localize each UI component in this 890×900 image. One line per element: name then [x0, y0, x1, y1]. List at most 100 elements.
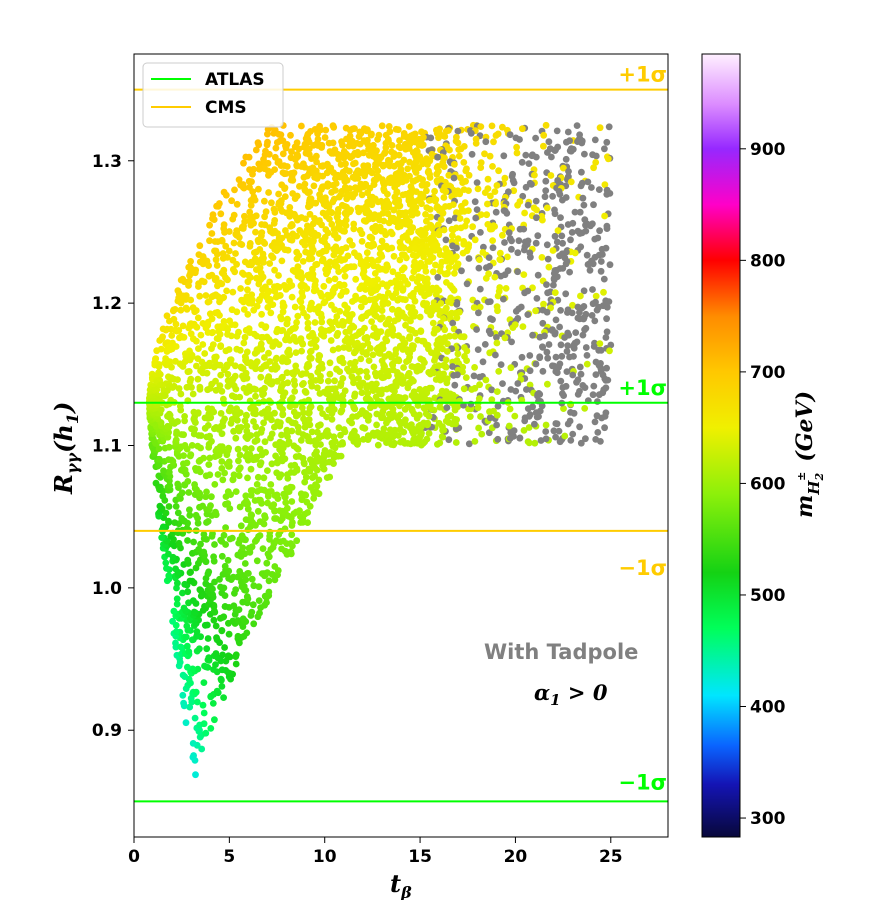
scatter-point	[339, 141, 346, 149]
scatter-point	[603, 191, 611, 198]
scatter-point	[201, 662, 208, 670]
scatter-point	[235, 606, 243, 613]
scatter-point	[565, 168, 572, 175]
scatter-point	[492, 200, 499, 208]
scatter-point	[374, 167, 382, 175]
scatter-point	[390, 206, 398, 214]
scatter-point	[476, 303, 484, 311]
scatter-point	[218, 465, 226, 472]
scatter-point	[473, 179, 481, 187]
scatter-point	[564, 221, 572, 228]
scatter-point	[172, 639, 179, 647]
scatter-point	[213, 262, 221, 269]
scatter-point	[356, 285, 364, 293]
scatter-point	[410, 177, 418, 185]
scatter-point	[402, 416, 409, 424]
scatter-point	[264, 130, 271, 138]
colorbar-tick-label: 500	[750, 586, 786, 606]
scatter-point	[600, 288, 607, 296]
scatter-point	[418, 200, 425, 208]
scatter-point	[513, 149, 521, 157]
scatter-point	[291, 303, 299, 311]
scatter-point	[281, 170, 289, 178]
scatter-point	[600, 275, 608, 283]
scatter-point	[545, 138, 553, 146]
scatter-point	[478, 430, 486, 438]
scatter-point	[538, 254, 546, 261]
scatter-point	[194, 519, 202, 527]
scatter-point	[573, 122, 581, 129]
scatter-point	[404, 384, 412, 392]
scatter-point	[436, 376, 444, 384]
scatter-point	[494, 292, 502, 300]
scatter-point	[192, 511, 200, 519]
scatter-point	[187, 568, 195, 576]
scatter-point	[257, 373, 265, 381]
scatter-point	[460, 385, 468, 393]
scatter-point	[248, 575, 256, 583]
scatter-point	[413, 367, 421, 375]
scatter-point	[350, 160, 357, 168]
scatter-point	[169, 617, 177, 625]
scatter-point	[602, 376, 610, 384]
scatter-point	[390, 162, 398, 170]
scatter-point	[202, 292, 210, 299]
scatter-point	[173, 595, 181, 603]
scatter-point	[223, 287, 231, 295]
scatter-point	[231, 186, 238, 194]
scatter-point	[217, 343, 225, 350]
scatter-point	[326, 473, 334, 481]
scatter-point	[345, 142, 353, 150]
scatter-point	[204, 405, 212, 412]
scatter-point	[573, 378, 580, 386]
scatter-point	[433, 170, 441, 178]
scatter-point	[419, 176, 426, 184]
scatter-point	[208, 230, 216, 237]
scatter-point	[396, 137, 403, 144]
scatter-point	[337, 161, 345, 168]
scatter-point	[325, 139, 333, 147]
scatter-point	[178, 515, 186, 522]
scatter-point	[304, 324, 312, 332]
scatter-point	[238, 241, 246, 249]
scatter-point	[606, 347, 613, 355]
scatter-point	[367, 242, 375, 250]
scatter-point	[271, 288, 279, 295]
scatter-point	[255, 597, 263, 604]
scatter-point	[551, 330, 559, 338]
scatter-point	[273, 139, 281, 146]
scatter-point	[282, 499, 290, 506]
scatter-point	[234, 632, 242, 640]
scatter-point	[358, 191, 366, 199]
scatter-point	[506, 131, 514, 139]
scatter-point	[204, 635, 212, 642]
scatter-point	[187, 451, 195, 459]
scatter-point	[312, 481, 319, 488]
scatter-point	[487, 192, 494, 200]
scatter-point	[328, 189, 335, 196]
scatter-point	[452, 264, 459, 271]
scatter-point	[588, 312, 596, 319]
scatter-point	[550, 281, 557, 289]
scatter-point	[359, 424, 367, 431]
scatter-point	[207, 725, 215, 732]
scatter-point	[592, 159, 600, 166]
scatter-point	[532, 239, 540, 247]
scatter-point	[283, 320, 291, 328]
scatter-point	[347, 154, 354, 162]
scatter-point	[536, 333, 544, 341]
scatter-point	[291, 388, 299, 395]
annotation-with-tadpole: With Tadpole	[484, 640, 638, 664]
scatter-point	[288, 498, 296, 505]
scatter-point	[551, 232, 559, 240]
scatter-point	[243, 411, 250, 419]
scatter-point	[465, 171, 473, 179]
annotation-alpha-condition: α1 > 0	[534, 680, 608, 709]
scatter-point	[183, 459, 191, 467]
scatter-point	[300, 174, 308, 181]
scatter-point	[276, 438, 284, 446]
scatter-point	[495, 167, 502, 175]
scatter-point	[275, 341, 283, 348]
scatter-point	[551, 289, 559, 296]
scatter-point	[295, 452, 303, 460]
